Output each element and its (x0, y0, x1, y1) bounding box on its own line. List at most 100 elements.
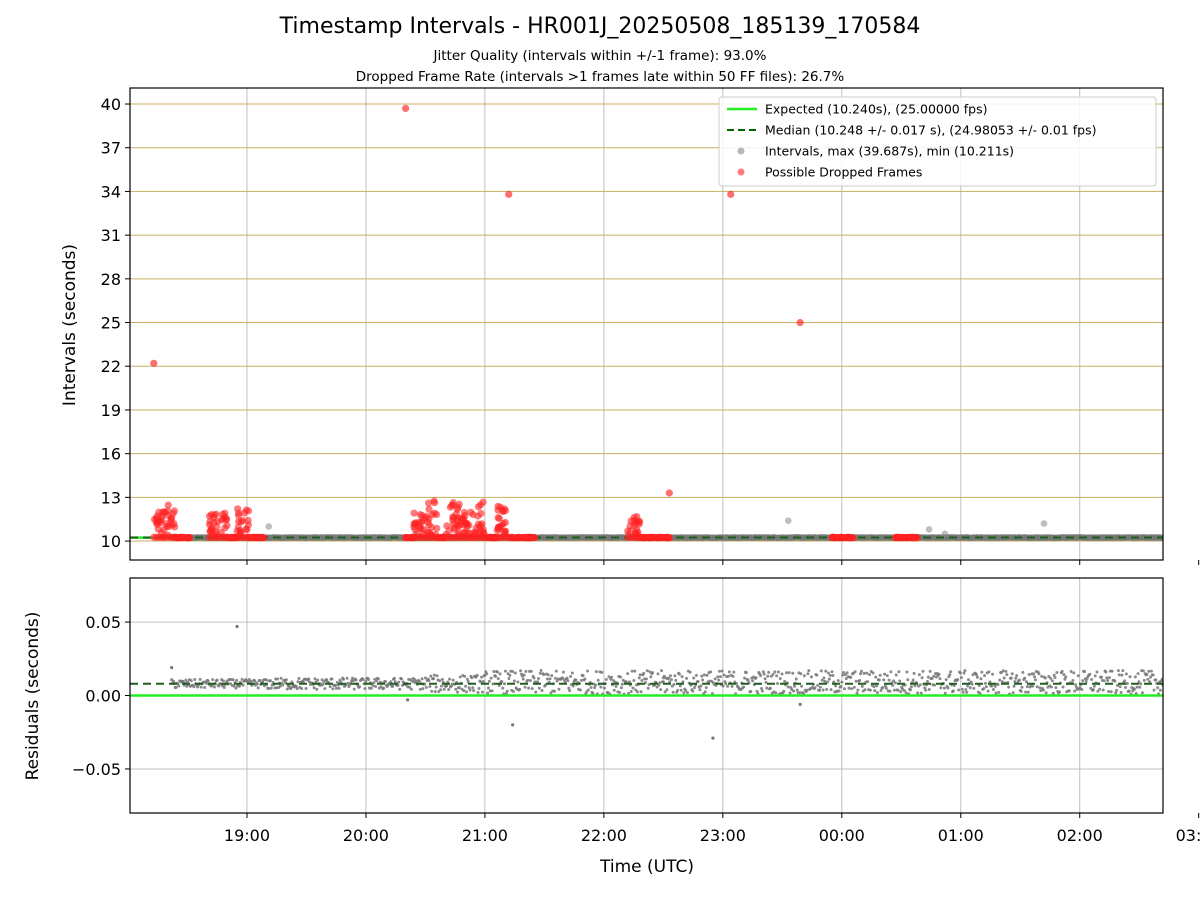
residual-point (767, 670, 771, 674)
dropped-frame-point (410, 509, 418, 517)
interval-point (280, 534, 287, 542)
residual-point (978, 691, 982, 695)
residual-point (1026, 690, 1030, 694)
residual-point (530, 687, 534, 691)
interval-point (880, 534, 887, 541)
interval-point (579, 534, 587, 541)
residual-point (325, 678, 329, 682)
residual-point (420, 677, 424, 681)
residual-point (762, 672, 766, 676)
dropped-frame-point (495, 514, 503, 522)
interval-point (772, 534, 779, 541)
interval-point (971, 534, 978, 541)
residuals-panel: 0.05 0.00 −0.05 19:00 20:00 21:00 22:00 23:00 00… (72, 577, 1200, 845)
interval-point (683, 534, 690, 542)
residual-point (766, 674, 770, 678)
interval-point (994, 534, 1001, 541)
residual-point (975, 675, 979, 679)
y-tick-label: 13 (101, 488, 121, 507)
residual-point (765, 686, 769, 690)
interval-point (1060, 534, 1067, 541)
interval-point (343, 534, 350, 541)
dropped-frame-point (627, 517, 635, 525)
residual-point (372, 681, 376, 685)
residual-point (1012, 684, 1016, 688)
residual-point (1125, 682, 1129, 686)
interval-point (618, 534, 625, 541)
interval-point (1127, 534, 1134, 541)
residual-point (829, 688, 833, 692)
interval-point (983, 534, 990, 541)
residual-point (839, 685, 843, 689)
dropped-frame-point (434, 534, 442, 542)
residual-point (312, 686, 316, 690)
residual-point (912, 671, 916, 675)
residual-point (806, 672, 810, 676)
residual-point (902, 689, 906, 693)
residual-point (831, 674, 835, 678)
interval-point (344, 534, 352, 541)
residual-point (594, 670, 598, 674)
residual-point (619, 675, 623, 679)
residual-point (561, 676, 565, 680)
interval-point (280, 534, 288, 542)
residual-point (970, 682, 974, 686)
interval-point (747, 534, 754, 541)
interval-point (334, 534, 341, 541)
residual-point (481, 679, 485, 683)
residual-point (295, 687, 299, 691)
residual-point (988, 680, 992, 684)
interval-point (1074, 534, 1081, 541)
residual-point (437, 690, 441, 694)
residual-point (423, 676, 427, 680)
residual-point (1102, 679, 1106, 683)
residual-point (875, 684, 879, 688)
residual-point (1142, 678, 1146, 682)
residual-point (744, 671, 748, 675)
residual-point (1055, 670, 1059, 674)
residual-point (629, 690, 633, 694)
residual-point (783, 679, 787, 683)
interval-point (879, 534, 887, 541)
residual-point (949, 670, 953, 674)
residual-point (237, 684, 241, 688)
interval-point (201, 534, 208, 542)
residual-point (440, 677, 444, 681)
residual-point (177, 684, 181, 688)
residual-point (464, 690, 468, 694)
residual-point (647, 683, 651, 687)
interval-point (1096, 534, 1104, 541)
interval-point (930, 534, 937, 541)
residual-point (379, 685, 383, 689)
residual-point (966, 684, 970, 688)
residual-point (893, 681, 897, 685)
interval-point (800, 534, 808, 542)
residual-point (1124, 685, 1128, 689)
interval-point (879, 534, 886, 541)
residual-point (834, 684, 838, 688)
interval-point (577, 534, 584, 541)
interval-point (941, 530, 949, 538)
interval-point (1010, 534, 1017, 541)
residual-point (557, 687, 561, 691)
residual-point (678, 684, 682, 688)
residual-point (711, 736, 715, 740)
residual-point (193, 677, 197, 681)
residual-point (518, 687, 522, 691)
interval-point (1149, 534, 1157, 541)
residual-point (742, 685, 746, 689)
residual-point (1132, 687, 1136, 691)
residual-point (975, 673, 979, 677)
interval-point (321, 534, 328, 542)
dropped-frame-point (505, 190, 513, 198)
residual-point (884, 684, 888, 688)
residual-point (798, 702, 802, 706)
residual-point (1134, 691, 1138, 695)
interval-point (1058, 534, 1066, 542)
residual-point (656, 672, 660, 676)
residual-point (878, 673, 882, 677)
residual-point (435, 674, 439, 678)
residual-point (554, 669, 558, 673)
residual-point (456, 690, 460, 694)
x-tick-label: 03:00 (1176, 826, 1200, 845)
